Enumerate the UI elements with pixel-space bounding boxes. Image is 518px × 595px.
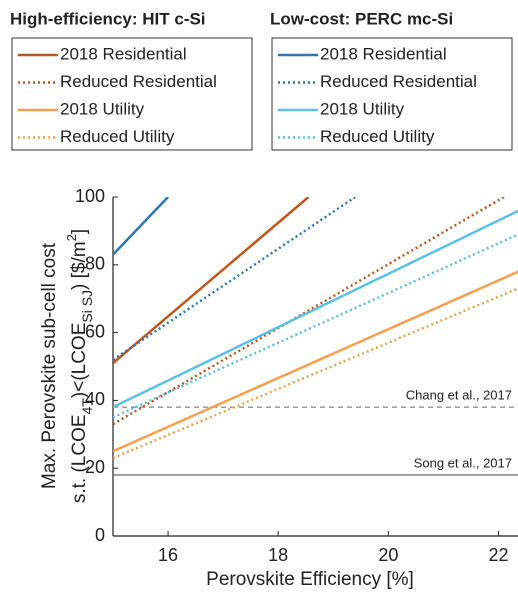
- series-line: [113, 197, 310, 365]
- y-axis-label-part: 4T: [79, 398, 95, 415]
- axes: 0 20 40 60 80 100 16 18 20 22 Max. Perovskite sub-…: [39, 186, 518, 565]
- series-line: [113, 197, 356, 361]
- annotation: Song et al., 2017: [414, 455, 512, 470]
- y-axis-label-part: Si SJ: [79, 290, 95, 323]
- y-tick-label: 20: [85, 457, 105, 477]
- y-axis-label: s.t. (LCOE4T)<(LCOESi SJ) [$/m2]: [64, 229, 95, 503]
- legend-label: Reduced Utility: [320, 127, 435, 146]
- x-tick-label: 22: [488, 545, 508, 565]
- y-axis-label-part: ]: [69, 229, 90, 234]
- y-tick-label: 80: [85, 254, 105, 274]
- plot-area: [113, 197, 518, 460]
- legends: High-efficiency: HIT c-Si 2018 Residentia…: [10, 9, 513, 151]
- y-tick-label: 0: [95, 525, 105, 545]
- series-line: [113, 197, 505, 426]
- legend-label: 2018 Residential: [320, 44, 447, 63]
- legend-label: Reduced Utility: [60, 127, 175, 146]
- y-axis-label-part: s.t. (LCOE: [69, 414, 90, 503]
- series-line: [113, 270, 518, 453]
- series-line: [113, 209, 518, 409]
- legend-label: 2018 Residential: [60, 44, 187, 63]
- legend-box: [271, 37, 513, 151]
- x-tick-label: 20: [378, 545, 398, 565]
- y-axis-label-part: 2: [64, 234, 79, 241]
- x-axis-label: Perovskite Efficiency [%]: [206, 569, 414, 590]
- y-tick-label: 60: [85, 321, 105, 341]
- series-line: [113, 233, 518, 419]
- y-axis-label-part: ) [$/m: [69, 241, 90, 290]
- y-axis-label: Max. Perovskite sub-cell cost: [39, 242, 60, 489]
- legend-label: Reduced Residential: [60, 72, 217, 91]
- x-tick-label: 18: [268, 545, 288, 565]
- legend-box: [11, 37, 253, 151]
- y-axis-label-part: Max. Perovskite sub-cell cost: [39, 242, 60, 489]
- y-axis-label-part: )<(LCOE: [69, 323, 90, 399]
- annotation: Chang et al., 2017: [406, 388, 512, 403]
- legend-title: High-efficiency: HIT c-Si: [10, 9, 206, 28]
- x-tick-label: 16: [158, 545, 178, 565]
- legend-title: Low-cost: PERC mc-Si: [270, 9, 453, 28]
- legend-label: Reduced Residential: [320, 72, 477, 91]
- y-tick-label: 40: [85, 389, 105, 409]
- legend-label: 2018 Utility: [60, 99, 145, 118]
- series-line: [113, 197, 169, 256]
- y-tick-label: 100: [75, 186, 105, 206]
- legend-label: 2018 Utility: [320, 99, 405, 118]
